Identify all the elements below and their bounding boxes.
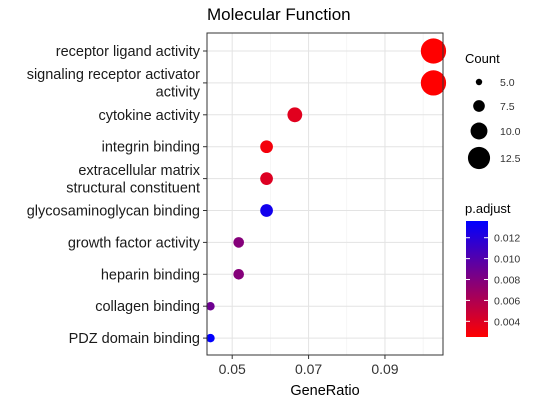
- category-label: glycosaminoglycan binding: [27, 204, 200, 220]
- size-legend-label: 7.5: [500, 101, 515, 113]
- size-legend-label: 10.0: [500, 126, 521, 138]
- data-point: [233, 237, 244, 248]
- size-legend: Count 5.0 7.5 10.0 12.5: [465, 51, 521, 170]
- x-axis: 0.05 0.07 0.09: [219, 355, 399, 377]
- data-point: [420, 70, 447, 96]
- category-label: PDZ domain binding: [69, 331, 200, 347]
- chart-title: Molecular Function: [207, 5, 351, 24]
- colorbar-label: 0.006: [494, 295, 520, 307]
- size-legend-key: [470, 122, 488, 140]
- category-label: activity: [156, 85, 201, 101]
- color-legend-title: p.adjust: [465, 201, 511, 216]
- x-tick-label: 0.07: [295, 361, 322, 377]
- category-label: heparin binding: [101, 267, 200, 283]
- size-legend-title: Count: [465, 51, 500, 66]
- colorbar-label: 0.012: [494, 233, 520, 245]
- category-label: cytokine activity: [98, 108, 200, 124]
- gridlines: [207, 33, 443, 355]
- category-label: extracellular matrix: [78, 163, 200, 179]
- category-label: growth factor activity: [68, 235, 201, 251]
- size-legend-label: 5.0: [500, 77, 515, 89]
- data-point: [287, 107, 303, 123]
- colorbar-label: 0.008: [494, 275, 520, 287]
- colorbar-label: 0.010: [494, 254, 520, 266]
- data-point: [206, 301, 215, 311]
- category-label: signaling receptor activator: [27, 67, 200, 83]
- data-point: [260, 204, 273, 217]
- size-legend-key: [473, 100, 485, 112]
- category-label: collagen binding: [95, 299, 200, 315]
- color-legend: p.adjust 0.004 0.006 0.008 0.010 0.012: [465, 201, 520, 337]
- x-axis-title: GeneRatio: [290, 383, 359, 399]
- data-point: [206, 333, 215, 343]
- size-legend-key: [467, 146, 491, 170]
- data-points: [206, 38, 447, 343]
- size-legend-key: [475, 78, 483, 86]
- category-labels: receptor ligand activity signaling recept…: [27, 44, 207, 347]
- x-tick-label: 0.09: [371, 361, 398, 377]
- plot-panel-border: [206, 32, 444, 356]
- data-point: [260, 172, 273, 185]
- data-point: [420, 38, 447, 64]
- category-label: integrin binding: [102, 140, 200, 156]
- category-label: receptor ligand activity: [56, 44, 201, 60]
- colorbar-label: 0.004: [494, 316, 520, 328]
- category-label: structural constituent: [66, 180, 200, 196]
- x-tick-label: 0.05: [219, 361, 246, 377]
- data-point: [260, 140, 273, 154]
- colorbar: [466, 221, 488, 337]
- size-legend-label: 12.5: [500, 153, 521, 165]
- data-point: [233, 269, 244, 280]
